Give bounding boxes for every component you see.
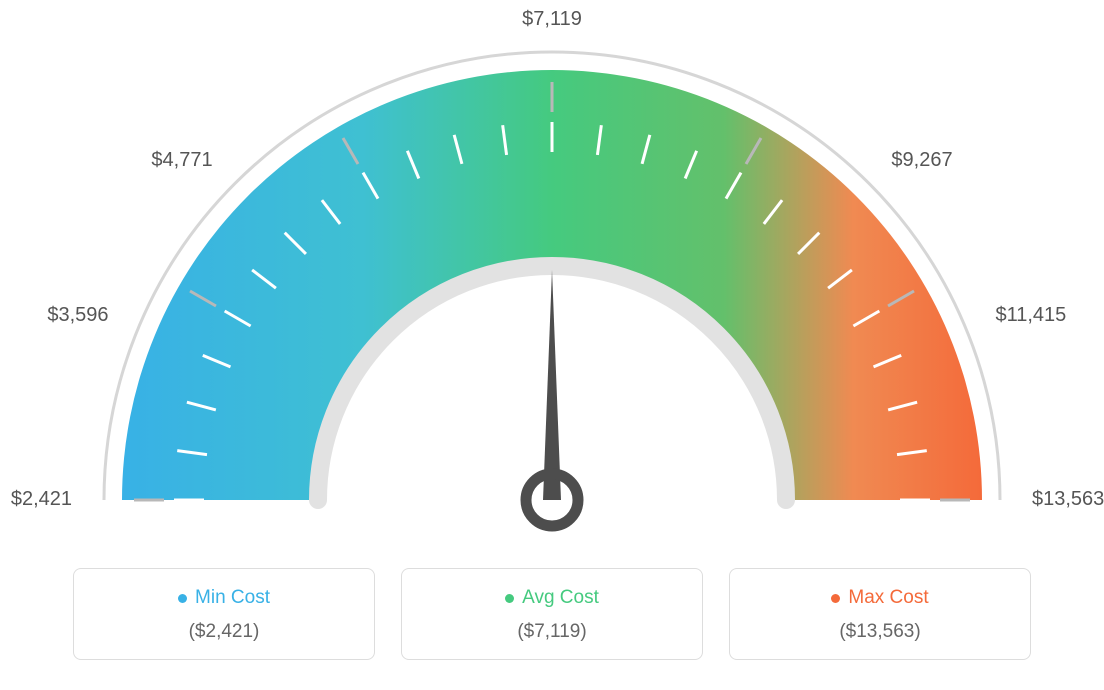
scale-label: $3,596 <box>39 304 109 327</box>
gauge-svg <box>0 0 1104 560</box>
legend-label: Min Cost <box>195 587 270 609</box>
legend-value: ($13,563) <box>730 621 1030 643</box>
legend-value: ($2,421) <box>74 621 374 643</box>
gauge-area: $2,421 $3,596 $4,771 $7,119 $9,267 $11,415 $13… <box>0 0 1104 560</box>
dot-icon <box>831 594 840 603</box>
legend-card-avg: Avg Cost ($7,119) <box>401 568 703 660</box>
legend-label: Avg Cost <box>522 587 599 609</box>
scale-label: $13,563 <box>1032 488 1104 511</box>
scale-label: $7,119 <box>517 8 587 31</box>
legend-row: Min Cost ($2,421) Avg Cost ($7,119) Max … <box>0 568 1104 660</box>
legend-card-max: Max Cost ($13,563) <box>729 568 1031 660</box>
scale-label: $2,421 <box>2 488 72 511</box>
dot-icon <box>505 594 514 603</box>
legend-card-min: Min Cost ($2,421) <box>73 568 375 660</box>
legend-title-min: Min Cost <box>178 587 270 609</box>
legend-title-max: Max Cost <box>831 587 928 609</box>
legend-title-avg: Avg Cost <box>505 587 599 609</box>
legend-label: Max Cost <box>848 587 928 609</box>
cost-gauge-chart: { "gauge": { "type": "gauge", "min_value… <box>0 0 1104 690</box>
scale-label: $11,415 <box>995 304 1066 327</box>
legend-value: ($7,119) <box>402 621 702 643</box>
scale-label: $9,267 <box>891 149 952 172</box>
dot-icon <box>178 594 187 603</box>
scale-label: $4,771 <box>143 149 213 172</box>
